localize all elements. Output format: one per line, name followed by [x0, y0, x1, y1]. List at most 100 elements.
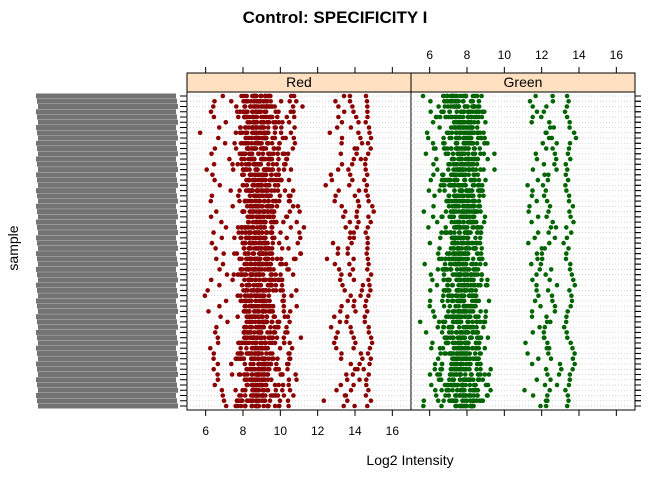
data-point	[214, 324, 219, 330]
data-point	[321, 398, 327, 404]
data-point	[478, 167, 483, 172]
data-point	[281, 393, 287, 398]
data-point	[257, 382, 263, 388]
data-point	[242, 277, 247, 283]
data-point	[266, 356, 271, 362]
data-point	[265, 99, 270, 104]
sample-label-mark	[37, 350, 177, 356]
data-point	[478, 151, 483, 157]
data-point	[554, 282, 560, 288]
data-point	[468, 314, 473, 320]
data-point	[473, 240, 478, 246]
data-point	[208, 214, 214, 220]
sample-label-mark	[38, 135, 178, 141]
data-point	[252, 277, 258, 283]
data-point	[276, 146, 282, 151]
data-point	[453, 130, 459, 136]
data-point	[446, 309, 451, 314]
data-point	[235, 162, 240, 167]
data-point	[358, 156, 364, 162]
data-point	[229, 372, 235, 377]
data-point	[526, 240, 531, 246]
data-point	[281, 303, 287, 309]
data-point	[366, 372, 372, 377]
data-point	[458, 267, 463, 272]
data-point	[245, 120, 250, 125]
data-point	[287, 319, 292, 325]
data-point	[247, 246, 252, 251]
data-point	[454, 319, 460, 325]
data-point	[475, 209, 480, 214]
data-point	[554, 141, 559, 146]
data-point	[545, 393, 550, 398]
data-point	[250, 398, 256, 404]
data-point	[345, 298, 351, 304]
data-point	[454, 330, 460, 335]
data-point	[452, 188, 457, 193]
data-point	[470, 319, 475, 325]
data-point	[245, 219, 251, 225]
data-point	[468, 303, 473, 309]
data-point	[445, 151, 451, 157]
data-point	[479, 272, 484, 277]
data-point	[447, 277, 452, 283]
data-point	[280, 382, 286, 388]
x-tick-label: 12	[311, 424, 325, 438]
data-point	[286, 351, 291, 356]
data-point	[450, 209, 456, 214]
data-point	[269, 114, 274, 120]
data-point	[275, 188, 281, 193]
x-tick-label: 10	[274, 424, 288, 438]
data-point	[259, 366, 264, 372]
data-point	[253, 403, 258, 409]
data-point	[260, 356, 266, 362]
data-point	[268, 99, 274, 104]
data-point	[273, 120, 279, 125]
data-point	[279, 261, 285, 267]
data-point	[468, 193, 474, 199]
data-point	[472, 177, 478, 183]
data-point	[483, 261, 488, 267]
data-point	[262, 345, 268, 351]
data-point	[255, 366, 260, 372]
data-point	[538, 403, 543, 409]
data-point	[266, 214, 272, 220]
data-point	[446, 167, 451, 172]
data-point	[540, 141, 546, 146]
data-point	[281, 298, 287, 304]
data-point	[259, 340, 265, 346]
data-point	[536, 293, 541, 299]
data-point	[366, 198, 371, 204]
data-point	[529, 261, 534, 267]
data-point	[474, 398, 479, 404]
data-point	[351, 303, 356, 309]
data-point	[480, 377, 486, 383]
data-point	[557, 361, 563, 367]
data-point	[259, 298, 264, 304]
data-point	[462, 335, 468, 341]
data-point	[442, 104, 448, 109]
data-point	[259, 177, 265, 183]
data-point	[545, 398, 550, 404]
sample-label-mark	[37, 98, 177, 104]
data-point	[286, 382, 292, 388]
data-point	[472, 282, 478, 288]
data-point	[290, 204, 296, 209]
data-point	[425, 135, 431, 141]
data-point	[556, 372, 562, 377]
data-point	[450, 387, 455, 393]
data-point	[449, 219, 455, 225]
data-point	[215, 335, 221, 341]
data-point	[544, 214, 549, 220]
sample-label-mark	[37, 287, 177, 293]
data-point	[356, 204, 362, 209]
data-point	[279, 277, 285, 283]
sample-label-mark	[38, 151, 178, 157]
data-point	[541, 330, 547, 335]
data-point	[249, 204, 254, 209]
data-point	[260, 387, 266, 393]
data-point	[442, 188, 447, 193]
data-point	[442, 335, 448, 341]
data-point	[332, 261, 338, 267]
data-point	[552, 235, 558, 241]
